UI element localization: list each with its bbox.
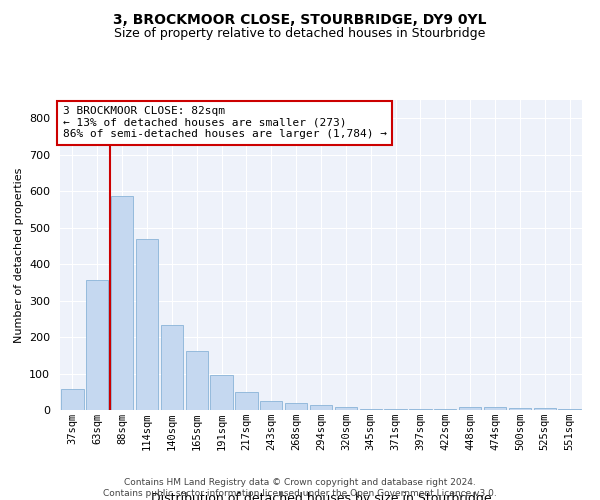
Bar [484, 407, 506, 410]
Y-axis label: Number of detached properties: Number of detached properties [14, 168, 23, 342]
Bar [335, 408, 357, 410]
Bar [310, 404, 332, 410]
Bar [459, 407, 481, 410]
Bar [161, 326, 183, 410]
Bar [136, 240, 158, 410]
X-axis label: Distribution of detached houses by size in Stourbridge: Distribution of detached houses by size … [151, 492, 491, 500]
Bar [559, 409, 581, 410]
Bar [359, 409, 382, 410]
Text: Size of property relative to detached houses in Stourbridge: Size of property relative to detached ho… [115, 28, 485, 40]
Bar [185, 351, 208, 410]
Text: 3 BROCKMOOR CLOSE: 82sqm
← 13% of detached houses are smaller (273)
86% of semi-: 3 BROCKMOOR CLOSE: 82sqm ← 13% of detach… [62, 106, 386, 140]
Bar [111, 196, 133, 410]
Text: Contains HM Land Registry data © Crown copyright and database right 2024.
Contai: Contains HM Land Registry data © Crown c… [103, 478, 497, 498]
Bar [509, 408, 531, 410]
Bar [285, 404, 307, 410]
Bar [86, 280, 109, 410]
Bar [211, 376, 233, 410]
Bar [235, 392, 257, 410]
Bar [409, 409, 431, 410]
Bar [260, 401, 283, 410]
Bar [533, 408, 556, 410]
Text: 3, BROCKMOOR CLOSE, STOURBRIDGE, DY9 0YL: 3, BROCKMOOR CLOSE, STOURBRIDGE, DY9 0YL [113, 12, 487, 26]
Bar [61, 389, 83, 410]
Bar [385, 409, 407, 410]
